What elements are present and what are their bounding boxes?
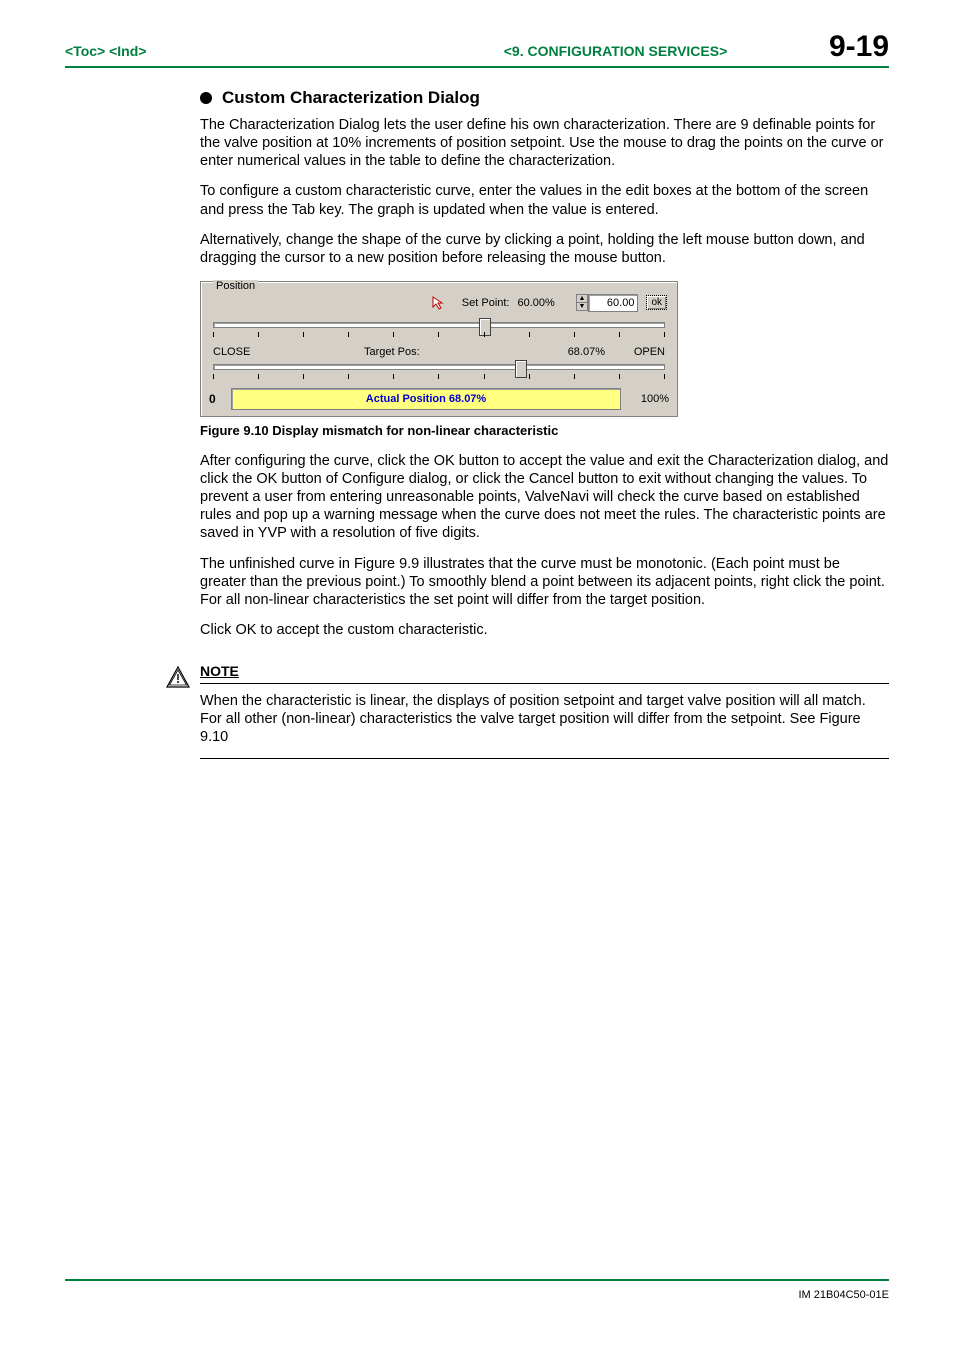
footer-rule (65, 1279, 889, 1281)
ok-button[interactable]: ok (646, 295, 667, 310)
page-header: <Toc> <Ind> <9. CONFIGURATION SERVICES> … (65, 30, 889, 68)
paragraph: The Characterization Dialog lets the use… (200, 116, 889, 170)
spinner-arrows[interactable]: ▲ ▼ (576, 294, 589, 311)
setpoint-input[interactable] (588, 294, 638, 312)
slider-ticks (213, 332, 665, 338)
open-label: OPEN (605, 346, 665, 358)
heading: Custom Characterization Dialog (222, 88, 480, 108)
section-header: <9. CONFIGURATION SERVICES> (432, 43, 799, 59)
note-bottom-rule (200, 758, 889, 759)
targetpos-label: Target Pos: (364, 346, 444, 358)
paragraph: To configure a custom characteristic cur… (200, 182, 889, 218)
note-title: NOTE (200, 663, 239, 679)
paragraph: Click OK to accept the custom characteri… (200, 621, 889, 639)
actual-position-bar: Actual Position 68.07% (231, 388, 621, 410)
toc-ind-links: <Toc> <Ind> (65, 43, 432, 59)
heading-row: Custom Characterization Dialog (200, 88, 889, 108)
spinner-up-icon[interactable]: ▲ (577, 295, 588, 303)
targetpos-row: CLOSE Target Pos: 68.07% OPEN (213, 346, 665, 358)
scale-min: 0 (209, 388, 231, 410)
pointer-icon (430, 294, 448, 312)
slider-ticks (213, 374, 665, 380)
targetpos-value: 68.07% (535, 346, 605, 358)
spinner-down-icon[interactable]: ▼ (577, 303, 588, 310)
setpoint-label: Set Point: (462, 297, 510, 309)
position-dialog: Position Set Point: 60.00% ▲ ▼ (200, 281, 678, 417)
toc-link[interactable]: <Toc> (65, 43, 105, 59)
actual-position-row: 0 Actual Position 68.07% 100% (209, 388, 669, 410)
note-block: NOTE When the characteristic is linear, … (155, 663, 889, 759)
bullet-icon (200, 92, 212, 104)
dialog-top-row: Set Point: 60.00% ▲ ▼ ok (209, 288, 669, 316)
close-label: CLOSE (213, 346, 273, 358)
ind-link[interactable]: <Ind> (109, 43, 146, 59)
setpoint-value: 60.00% (518, 297, 568, 309)
note-title-row: NOTE (200, 663, 889, 684)
paragraph: The unfinished curve in Figure 9.9 illus… (200, 555, 889, 609)
page-number: 9-19 (799, 30, 889, 64)
page: <Toc> <Ind> <9. CONFIGURATION SERVICES> … (0, 0, 954, 1351)
scale-max: 100% (621, 388, 669, 410)
note-text: When the characteristic is linear, the d… (200, 692, 889, 746)
footer-doc-id: IM 21B04C50-01E (799, 1289, 890, 1301)
setpoint-spinner[interactable]: ▲ ▼ (576, 294, 639, 312)
paragraph: After configuring the curve, click the O… (200, 452, 889, 543)
figure-caption: Figure 9.10 Display mismatch for non-lin… (200, 423, 889, 438)
targetpos-slider[interactable] (213, 360, 665, 382)
content-column: Custom Characterization Dialog The Chara… (200, 88, 889, 759)
note-body: NOTE When the characteristic is linear, … (200, 663, 889, 759)
paragraph: Alternatively, change the shape of the c… (200, 231, 889, 267)
caution-icon (155, 663, 200, 759)
slider-track (213, 322, 665, 328)
slider-track (213, 364, 665, 370)
figure: Position Set Point: 60.00% ▲ ▼ (200, 281, 889, 438)
groupbox-label: Position (213, 280, 258, 292)
setpoint-slider[interactable] (213, 318, 665, 340)
